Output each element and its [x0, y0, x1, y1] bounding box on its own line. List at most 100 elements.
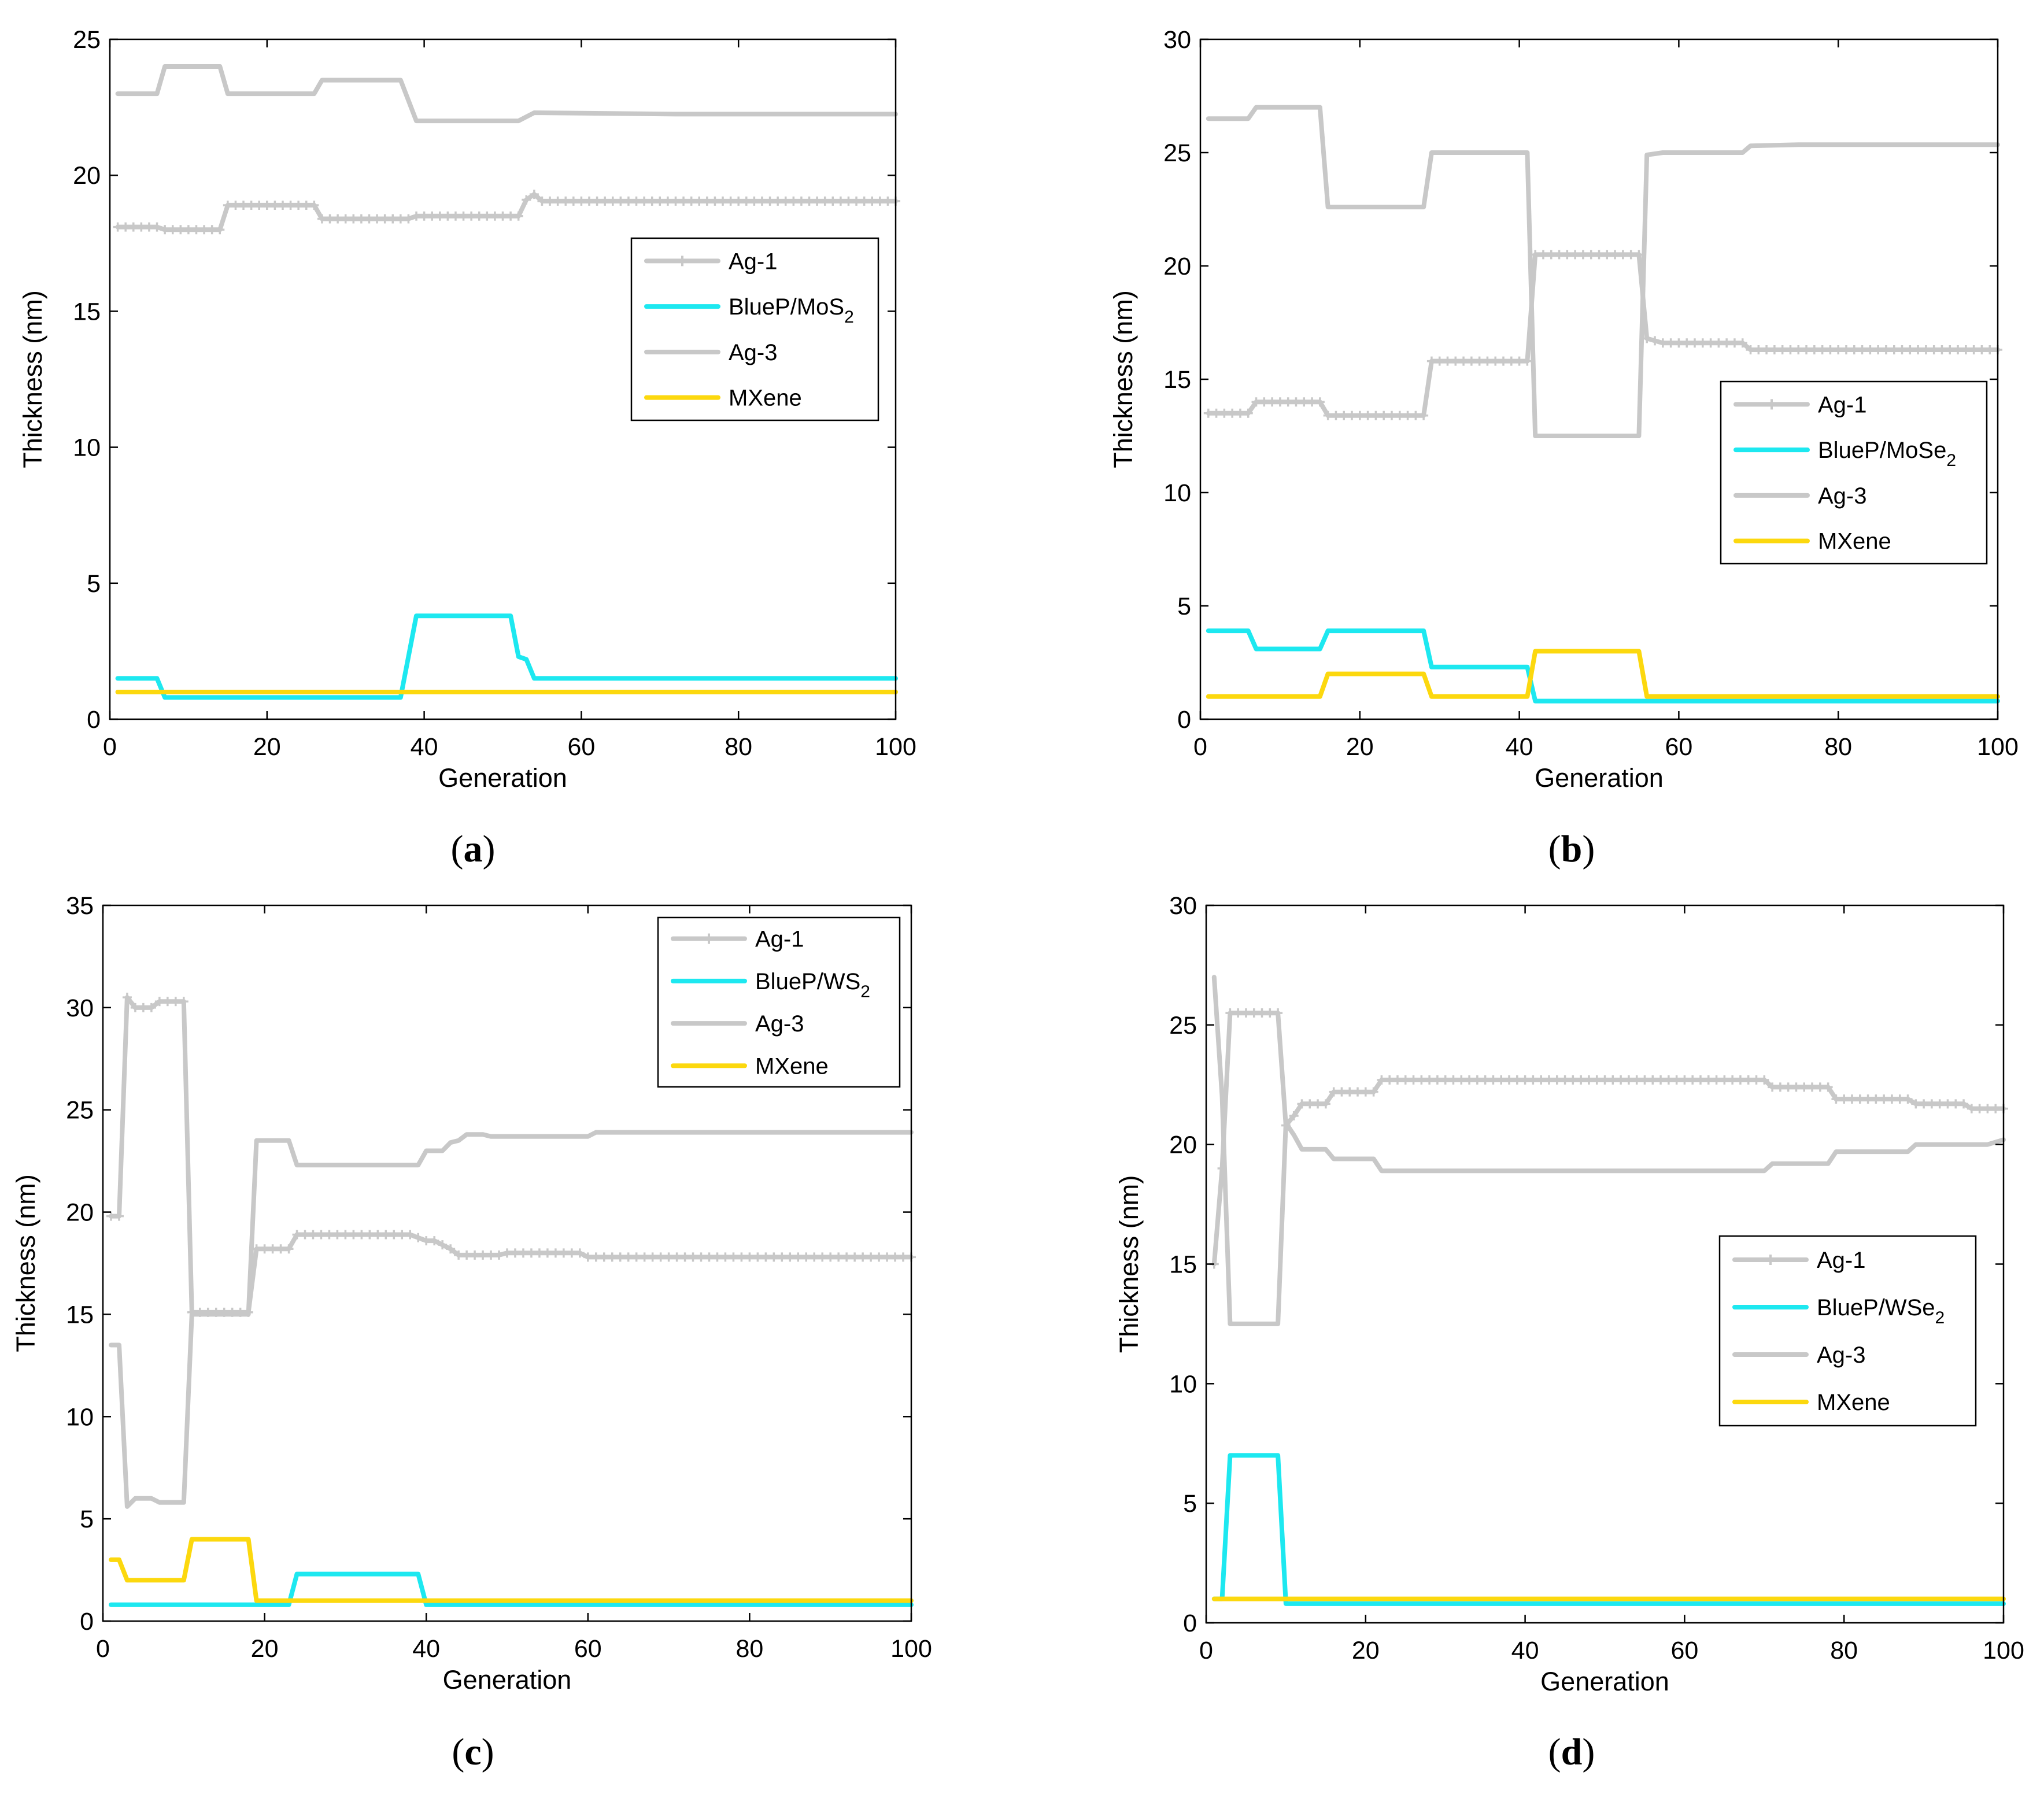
y-tick-label: 5 — [80, 1505, 94, 1533]
series-group — [106, 993, 916, 1607]
plot-area — [1200, 39, 1998, 719]
x-axis-label: Generation — [1535, 763, 1664, 793]
legend-label-mxene: MXene — [729, 386, 802, 411]
x-axis-label: Generation — [438, 763, 567, 793]
legend-box — [657, 916, 901, 1088]
y-tick-label: 10 — [73, 434, 101, 462]
x-tick-label: 100 — [890, 1635, 932, 1663]
series-line-mxene — [1206, 649, 2000, 699]
x-tick-label: 20 — [1352, 1637, 1380, 1664]
y-axis-label: Thickness (nm) — [1114, 1175, 1144, 1353]
axes-frame — [102, 904, 912, 1622]
series-line-ag-3 — [1211, 975, 2006, 1326]
series-group — [1203, 105, 2002, 704]
legend-marker-ag-1 — [704, 933, 714, 944]
x-tick-label: 60 — [567, 733, 595, 761]
legend-box — [630, 237, 879, 421]
legend-box — [1718, 1235, 1977, 1427]
x-tick-label: 0 — [1199, 1637, 1213, 1664]
y-tick-label: 5 — [87, 570, 101, 598]
y-tick-label: 0 — [1183, 1610, 1197, 1637]
x-tick-label: 60 — [574, 1635, 602, 1663]
x-tick-label: 80 — [725, 733, 752, 761]
x-tick-label: 80 — [1824, 733, 1852, 761]
x-tick-label: 20 — [1346, 733, 1374, 761]
x-tick-label: 40 — [412, 1635, 440, 1663]
y-tick-label: 15 — [73, 298, 101, 325]
y-tick-label: 30 — [1163, 26, 1191, 54]
y-axis-label: Thickness (nm) — [18, 290, 47, 468]
panel-d: 0 20 40 60 80 100 0 5 10 15 20 25 30 Generation Thickn… — [1114, 892, 2024, 1773]
x-tick-label: 20 — [251, 1635, 279, 1663]
y-tick-label: 25 — [66, 1097, 94, 1124]
y-tick-label: 25 — [1163, 139, 1191, 167]
x-tick-label: 0 — [96, 1635, 110, 1663]
legend-label-bluep-mos2: BlueP/MoS2 — [729, 294, 854, 327]
panel-label: (b) — [1548, 828, 1595, 870]
legend-label-bluep-wse2: BlueP/WSe2 — [1817, 1295, 1945, 1327]
series-line-ag-3 — [115, 64, 898, 124]
legend-label-bluep-mose2: BlueP/MoSe2 — [1818, 438, 1956, 470]
series-markers-ag-1 — [113, 190, 900, 235]
y-tick-label: 0 — [87, 706, 101, 734]
panel-label: (a) — [451, 828, 496, 870]
y-tick-label: 5 — [1177, 593, 1191, 620]
y-axis-label: Thickness (nm) — [11, 1174, 40, 1352]
legend-label-ag-3: Ag-3 — [755, 1011, 804, 1037]
series-group — [1209, 975, 2008, 1606]
series-line-mxene — [109, 1537, 914, 1603]
legend-marker-ag-1 — [677, 256, 688, 267]
y-tick-label: 5 — [1183, 1490, 1197, 1518]
y-tick-label: 25 — [1169, 1012, 1197, 1039]
y-tick-label: 15 — [1169, 1251, 1197, 1279]
legend: Ag-1 BlueP/MoS2 Ag-3 MXene — [630, 237, 879, 421]
x-tick-label: 0 — [103, 733, 117, 761]
legend-label-ag-1: Ag-1 — [755, 927, 804, 952]
legend-label-ag-3: Ag-3 — [1818, 483, 1867, 509]
legend-label-ag-1: Ag-1 — [1818, 392, 1867, 417]
legend: Ag-1 BlueP/MoSe2 Ag-3 MXene — [1720, 380, 1988, 565]
legend-label-mxene: MXene — [1818, 529, 1891, 554]
y-tick-label: 10 — [1163, 479, 1191, 507]
legend-label-bluep-ws2: BlueP/WS2 — [755, 969, 870, 1001]
series-markers-ag-1 — [1203, 250, 2002, 420]
panel-b: 0 20 40 60 80 100 0 5 10 15 20 25 30 Generation Thickn… — [1108, 26, 2019, 870]
x-tick-label: 60 — [1665, 733, 1692, 761]
y-tick-label: 20 — [66, 1199, 94, 1227]
series-line-ag-3 — [1206, 105, 2000, 438]
x-tick-label: 80 — [735, 1635, 763, 1663]
series-line-ag-3 — [109, 1130, 914, 1509]
y-tick-label: 20 — [1163, 253, 1191, 280]
legend-label-mxene: MXene — [1817, 1390, 1890, 1415]
y-tick-label: 0 — [1177, 706, 1191, 734]
series-line-bluep-mos2 — [115, 613, 898, 700]
x-tick-label: 100 — [875, 733, 916, 761]
y-tick-label: 10 — [66, 1403, 94, 1431]
y-tick-label: 25 — [73, 26, 101, 54]
x-tick-label: 40 — [411, 733, 438, 761]
legend-label-ag-1: Ag-1 — [729, 249, 778, 274]
legend-marker-ag-1 — [1766, 399, 1777, 410]
legend-box — [1720, 380, 1988, 565]
panel-c: 0 20 40 60 80 100 0 5 10 15 20 25 30 35 Generation Thic… — [11, 892, 932, 1773]
series-group — [113, 64, 900, 700]
legend-label-ag-3: Ag-3 — [1817, 1342, 1866, 1368]
x-tick-label: 20 — [253, 733, 281, 761]
x-tick-label: 40 — [1506, 733, 1533, 761]
legend-label-ag-3: Ag-3 — [729, 340, 778, 365]
legend: Ag-1 BlueP/WS2 Ag-3 MXene — [657, 916, 901, 1088]
legend-label-mxene: MXene — [755, 1053, 829, 1079]
axes-frame — [109, 38, 897, 720]
y-tick-label: 35 — [66, 892, 94, 920]
y-tick-label: 30 — [66, 994, 94, 1022]
y-tick-label: 15 — [1163, 366, 1191, 394]
legend: Ag-1 BlueP/WSe2 Ag-3 MXene — [1718, 1235, 1977, 1427]
x-tick-label: 100 — [1977, 733, 2019, 761]
x-tick-label: 40 — [1511, 1637, 1539, 1664]
x-tick-label: 100 — [1983, 1637, 2024, 1664]
panel-label: (d) — [1548, 1731, 1595, 1773]
y-tick-label: 20 — [1169, 1131, 1197, 1159]
legend-marker-ag-1 — [1765, 1255, 1776, 1265]
legend-label-ag-1: Ag-1 — [1817, 1248, 1866, 1273]
